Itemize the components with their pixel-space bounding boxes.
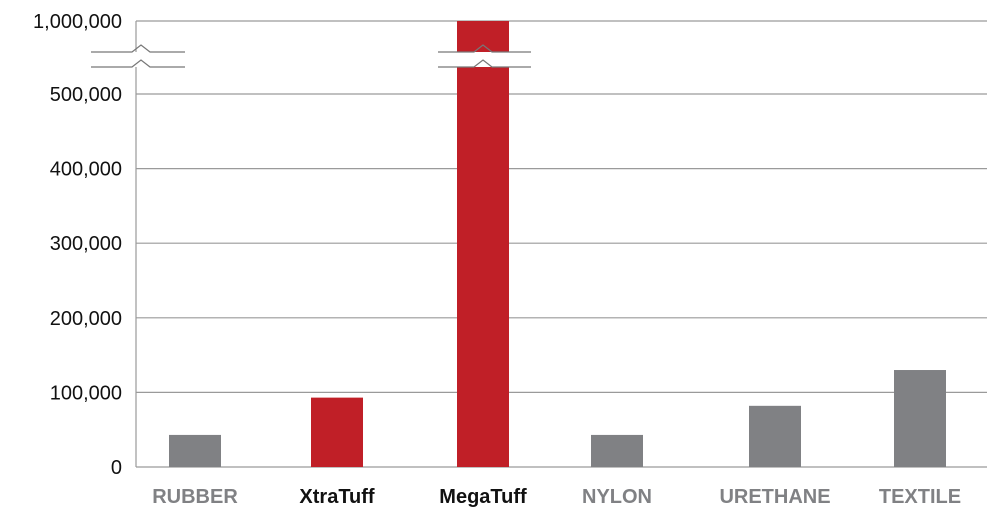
- x-tick-label: URETHANE: [719, 486, 830, 508]
- y-tick-label: 300,000: [50, 233, 122, 255]
- x-tick-label: TEXTILE: [879, 486, 961, 508]
- axis-break: [91, 44, 185, 68]
- bar: [749, 405, 801, 467]
- y-axis-ticks: 0 100,000 200,000 300,000 400,000 500,000 1,00…: [33, 11, 122, 479]
- axis-break-marks: [91, 44, 531, 68]
- bar: [894, 370, 946, 467]
- break-line-upper: [91, 44, 185, 53]
- x-tick-label: MegaTuff: [439, 486, 527, 508]
- gridlines: [135, 20, 987, 468]
- bar: [169, 434, 221, 467]
- bar: [591, 434, 643, 467]
- break-gap: [438, 52, 531, 67]
- break-line-upper: [438, 44, 531, 53]
- x-axis-labels: RUBBER XtraTuff MegaTuff NYLON URETHANE TEXTI…: [152, 486, 961, 508]
- x-tick-label: NYLON: [582, 486, 652, 508]
- y-tick-label: 200,000: [50, 308, 122, 330]
- break-line-lower: [438, 59, 531, 68]
- y-tick-label: 500,000: [50, 84, 122, 106]
- break-gap: [91, 52, 185, 67]
- break-line-lower: [91, 59, 185, 68]
- y-tick-label: 100,000: [50, 382, 122, 404]
- y-tick-label: 400,000: [50, 159, 122, 181]
- y-tick-label: 1,000,000: [33, 11, 122, 33]
- bars: [169, 21, 946, 467]
- axis-break: [438, 44, 531, 68]
- x-tick-label: RUBBER: [152, 486, 238, 508]
- bar: [457, 21, 509, 467]
- bar: [311, 397, 363, 467]
- x-tick-label: XtraTuff: [299, 486, 375, 508]
- y-tick-label: 0: [111, 457, 122, 479]
